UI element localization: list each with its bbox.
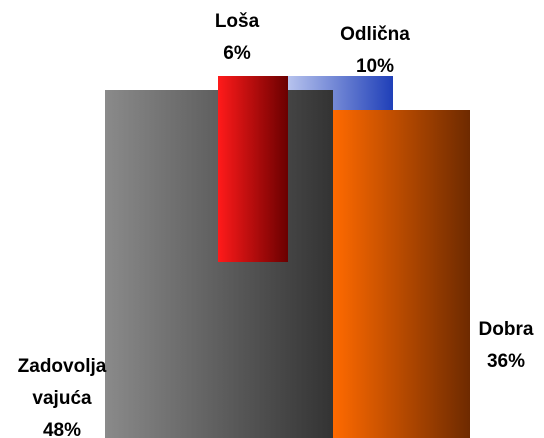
value-label: 48% (42, 420, 82, 438)
category-label: Loša (214, 11, 260, 32)
value-label: 10% (355, 56, 395, 77)
value-label: 6% (223, 43, 251, 64)
category-label: Odlična (340, 24, 410, 45)
category-label: Dobra (478, 319, 534, 340)
data-label: Odlična 10% (320, 19, 430, 83)
bar (333, 110, 470, 438)
bar (218, 76, 288, 262)
category-label: Zadovolja vajuća (17, 356, 107, 409)
data-label: Zadovolja vajuća 48% (2, 351, 122, 438)
value-label: 36% (486, 351, 526, 372)
data-label: Loša 6% (195, 6, 279, 70)
data-label: Dobra 36% (462, 314, 544, 378)
